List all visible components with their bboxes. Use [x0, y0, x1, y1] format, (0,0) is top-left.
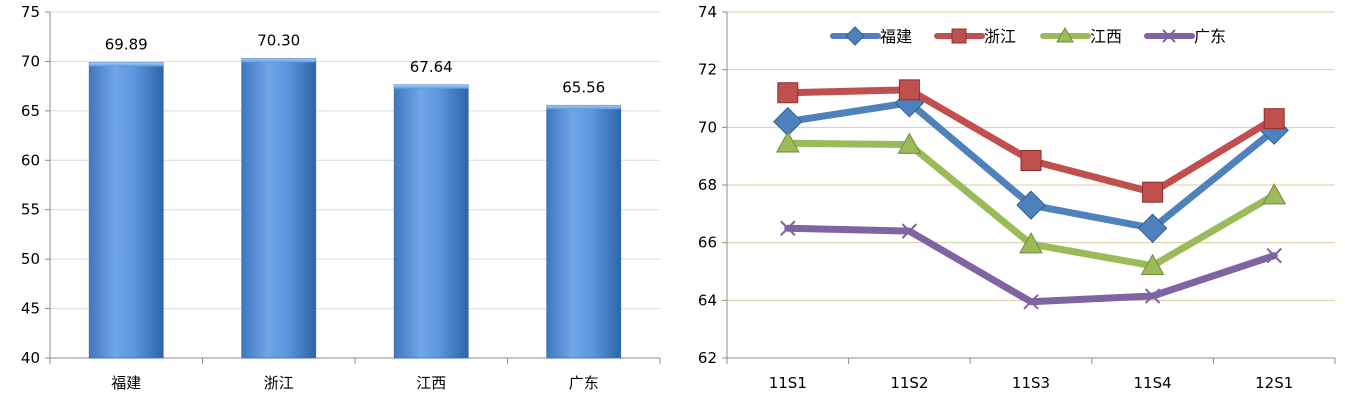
line-chart: 62 64 66 68 70 72 74 11S1 11S2 11S3 11S4 12S1 福建 浙江 江西… — [698, 3, 1336, 392]
x-category-label: 11S4 — [1134, 374, 1172, 392]
x-category-label: 11S2 — [890, 374, 928, 392]
data-label: 67.64 — [410, 58, 453, 76]
x-category-label: 江西 — [416, 374, 446, 392]
data-label: 65.56 — [562, 78, 605, 96]
data-label: 70.30 — [257, 31, 300, 49]
bar-top-highlight — [394, 84, 469, 89]
legend-label: 广东 — [1194, 27, 1226, 46]
bar — [241, 58, 317, 359]
y-tick-label: 74 — [698, 3, 717, 21]
x-category-label: 11S3 — [1012, 374, 1050, 392]
y-tick-label: 60 — [21, 151, 40, 169]
data-point — [1144, 288, 1161, 304]
series-square — [777, 79, 1285, 203]
data-point — [1019, 232, 1043, 254]
y-tick-label: 50 — [21, 250, 40, 268]
legend: 福建 浙江 江西 广东 — [830, 26, 1226, 46]
data-point — [1266, 247, 1282, 264]
data-point — [1263, 108, 1285, 130]
y-tick-label: 75 — [21, 3, 40, 21]
legend-item: 浙江 — [934, 27, 1016, 46]
legend-marker — [1056, 26, 1074, 43]
data-point — [1262, 183, 1287, 205]
legend-label: 福建 — [880, 27, 912, 46]
y-tick-label: 45 — [21, 300, 40, 318]
bar-top-highlight — [546, 105, 621, 110]
y-tick-label: 55 — [21, 201, 40, 219]
data-point — [1020, 149, 1042, 171]
data-point — [1137, 213, 1168, 243]
x-category-label: 11S1 — [769, 374, 807, 392]
legend-item: 江西 — [1040, 26, 1122, 46]
data-point — [1142, 181, 1164, 203]
x-category-label: 12S1 — [1255, 374, 1293, 392]
bar-top-highlight — [241, 58, 316, 63]
bar — [546, 104, 622, 359]
data-point — [775, 131, 800, 153]
data-point — [898, 79, 920, 101]
legend-label: 江西 — [1090, 27, 1122, 46]
data-point — [901, 223, 918, 239]
legend-label: 浙江 — [984, 27, 1016, 46]
data-point — [780, 220, 796, 236]
legend-item: 福建 — [830, 26, 912, 46]
bar — [393, 84, 469, 359]
x-category-label: 福建 — [111, 374, 141, 392]
x-category-label: 广东 — [569, 374, 599, 392]
data-point — [777, 82, 799, 104]
y-tick-label: 72 — [698, 61, 717, 79]
bar-top-highlight — [89, 62, 164, 67]
legend-item: 广东 — [1144, 27, 1226, 46]
y-tick-label: 62 — [698, 349, 717, 367]
legend-marker — [951, 28, 967, 44]
x-category-label: 浙江 — [264, 374, 294, 392]
data-point — [1140, 253, 1165, 276]
y-tick-label: 70 — [698, 118, 717, 136]
data-point — [897, 132, 922, 154]
y-tick-label: 64 — [698, 291, 717, 309]
bar-chart: 40 45 50 55 60 65 70 75 69.89 福建 70.30 浙江 67.64 江西 65.… — [21, 3, 661, 392]
y-tick-label: 65 — [21, 102, 40, 120]
data-point — [1016, 190, 1046, 220]
legend-marker — [845, 26, 865, 46]
y-tick-label: 68 — [698, 176, 717, 194]
y-tick-label: 70 — [21, 52, 40, 70]
y-tick-label: 66 — [698, 234, 717, 252]
legend-marker — [1162, 29, 1176, 43]
data-point — [1023, 294, 1039, 310]
y-tick-label: 40 — [21, 349, 40, 367]
data-label: 69.89 — [105, 36, 148, 54]
series-x — [780, 220, 1282, 310]
bar — [88, 62, 164, 359]
series-triangle — [775, 131, 1287, 276]
